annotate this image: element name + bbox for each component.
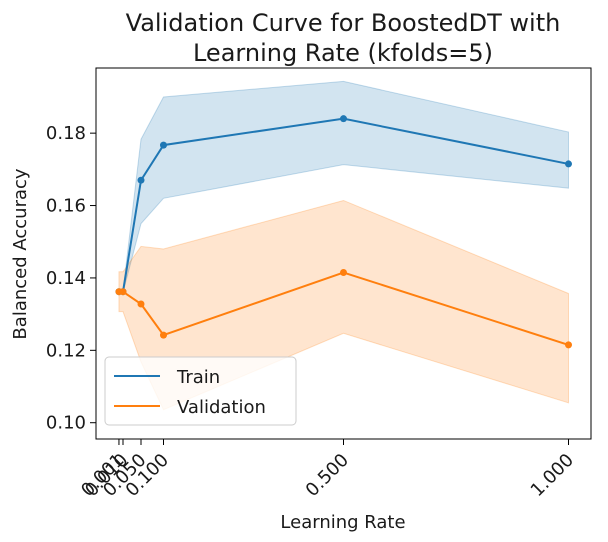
chart-title-line-1: Validation Curve for BoostedDT with (126, 9, 561, 37)
y-tick-label: 0.18 (46, 123, 86, 144)
y-axis-label: Balanced Accuracy (10, 168, 31, 339)
train-point (137, 176, 145, 184)
y-axis: 0.10 0.12 0.14 0.16 0.18 (46, 123, 96, 434)
train-point (340, 115, 347, 123)
legend-train-label: Train (176, 367, 220, 388)
train-point (565, 160, 572, 168)
legend-validation-label: Validation (177, 397, 266, 418)
y-tick-label: 0.14 (46, 268, 86, 289)
validation-point (119, 288, 127, 296)
validation-point (137, 300, 145, 308)
legend: Train Validation (104, 356, 297, 426)
validation-point (340, 269, 347, 276)
x-tick-label: 1.000 (527, 450, 578, 501)
x-tick-label: 0.500 (302, 450, 353, 501)
legend-box (104, 356, 297, 426)
y-tick-label: 0.16 (46, 196, 86, 217)
x-axis-label: Learning Rate (280, 512, 405, 533)
y-tick-label: 0.10 (46, 413, 86, 434)
validation-point (160, 331, 167, 339)
train-point (160, 141, 167, 149)
validation-point (565, 341, 572, 349)
y-tick-label: 0.12 (46, 340, 86, 361)
chart-title-line-2: Learning Rate (kfolds=5) (193, 39, 493, 67)
